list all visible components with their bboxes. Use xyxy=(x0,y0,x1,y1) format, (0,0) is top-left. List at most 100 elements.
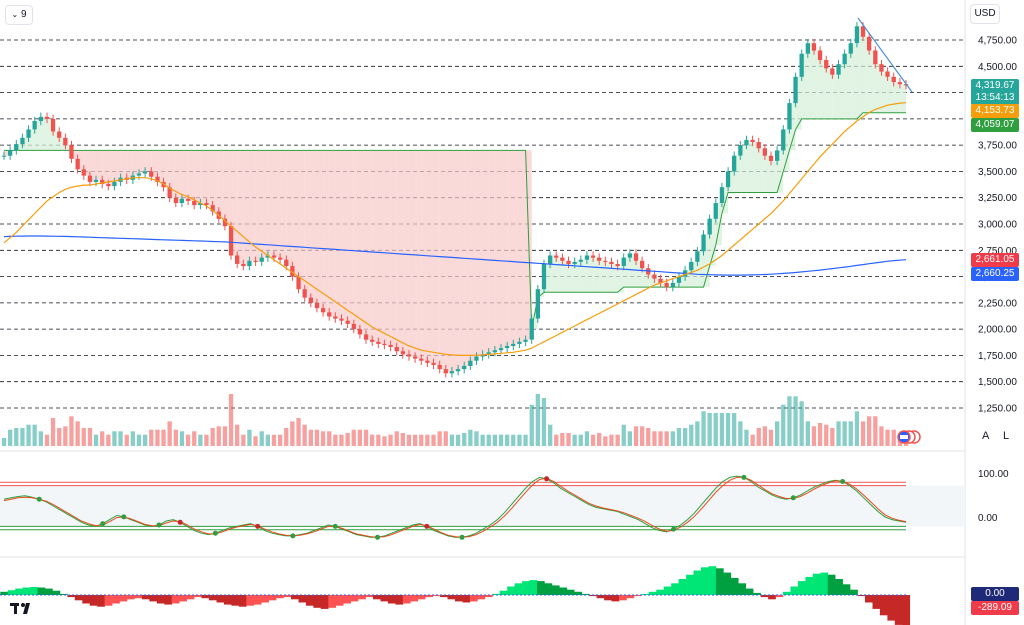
volume-bar xyxy=(744,429,749,446)
macd-bar xyxy=(723,572,732,595)
cloud-segment xyxy=(715,203,722,246)
volume-bar xyxy=(535,394,540,446)
macd-bar xyxy=(82,595,91,604)
candle-body xyxy=(566,260,571,264)
macd-histogram xyxy=(0,566,911,625)
cloud-segment xyxy=(22,137,29,151)
candle-body xyxy=(406,354,412,357)
candle-body xyxy=(192,200,197,206)
candle-body xyxy=(185,198,191,201)
volume-bar xyxy=(228,394,234,446)
cloud-segment xyxy=(316,150,324,309)
cloud-segment xyxy=(439,150,446,370)
cloud-segment xyxy=(396,150,403,352)
candle-body xyxy=(388,344,393,347)
cloud-segment xyxy=(243,150,250,267)
macd-bar xyxy=(604,595,612,601)
cloud-segment xyxy=(758,148,765,193)
volume-bar xyxy=(560,433,565,446)
volume-bar xyxy=(327,431,332,446)
candle-body xyxy=(578,259,583,262)
currency-selector[interactable]: USD xyxy=(970,4,1000,24)
volume-bar xyxy=(541,398,547,446)
cloud-segment xyxy=(451,150,459,372)
volume-bar xyxy=(216,426,221,446)
cloud-segment xyxy=(175,150,182,203)
candle-body xyxy=(879,64,884,72)
cloud-segment xyxy=(169,150,176,198)
cloud-segment xyxy=(709,218,716,266)
stoch-band xyxy=(0,485,965,527)
volume-bar xyxy=(462,433,467,446)
macd-bar xyxy=(462,595,471,603)
macd-bar xyxy=(209,595,217,601)
candle-body xyxy=(81,169,86,176)
macd-bar xyxy=(790,586,799,595)
ma-slow-line xyxy=(3,235,907,276)
volume-bar xyxy=(762,426,767,446)
macd-bar xyxy=(246,595,255,606)
volume-bar xyxy=(290,421,295,446)
cloud-segment xyxy=(672,282,679,288)
volume-bar xyxy=(621,424,626,446)
volume-bar xyxy=(701,411,706,446)
log-scale-button[interactable]: L xyxy=(1003,430,1010,442)
candlesticks[interactable] xyxy=(1,22,909,378)
interval-selector[interactable]: ⌄ 9 xyxy=(5,5,33,25)
macd-bar xyxy=(663,586,672,595)
volume-bar xyxy=(873,416,878,446)
macd-bar xyxy=(410,595,419,602)
candle-body xyxy=(860,26,866,37)
candle-body xyxy=(290,266,295,277)
macd-bar xyxy=(648,591,657,595)
cloud-segment xyxy=(261,150,268,258)
cloud-segment xyxy=(249,150,256,261)
macd-bar xyxy=(387,595,396,604)
stoch-cross-dot xyxy=(544,476,550,482)
event-flag-icon[interactable] xyxy=(897,430,921,444)
volume-bar xyxy=(854,411,860,446)
candle-body xyxy=(498,348,504,351)
stoch-cross-dot xyxy=(424,523,430,529)
volume-bar xyxy=(173,429,178,446)
trendline[interactable] xyxy=(857,17,913,93)
macd-bar xyxy=(760,595,769,598)
indicator-lines xyxy=(3,102,907,356)
candle-body xyxy=(50,118,56,132)
cloud-segment xyxy=(844,53,851,119)
cloud-segment xyxy=(746,139,753,193)
volume-bar xyxy=(278,434,283,446)
candle-body xyxy=(670,282,675,288)
volume-bar xyxy=(633,426,639,446)
volume-bar xyxy=(376,434,381,446)
volume-bar xyxy=(302,424,307,446)
candle-body xyxy=(320,308,326,313)
macd-bar xyxy=(611,595,620,602)
candle-body xyxy=(339,318,344,321)
candle-body xyxy=(836,64,841,75)
volume-bar xyxy=(339,434,344,446)
macd-bar xyxy=(119,595,128,602)
stoch-axis-zero: 0.00 xyxy=(978,513,998,524)
candle-body xyxy=(1,155,7,157)
macd-bar xyxy=(857,595,866,597)
volume-bar xyxy=(143,434,148,446)
cloud-segment xyxy=(556,257,563,293)
macd-bar xyxy=(89,595,98,606)
candle-body xyxy=(431,362,436,365)
macd-bar xyxy=(820,572,829,595)
auto-scale-button[interactable]: A xyxy=(982,430,990,442)
volume-bar xyxy=(449,434,455,446)
candle-body xyxy=(725,171,731,188)
tradingview-logo[interactable] xyxy=(10,603,30,614)
macd-bar xyxy=(7,590,16,595)
candle-body xyxy=(652,274,657,279)
candle-body xyxy=(590,255,596,258)
macd-bar xyxy=(380,595,389,602)
cloud-segment xyxy=(28,129,35,151)
cloud-segment xyxy=(826,68,833,119)
macd-bar xyxy=(522,581,530,595)
macd-bar xyxy=(902,595,911,625)
cloud-segment xyxy=(384,150,391,345)
